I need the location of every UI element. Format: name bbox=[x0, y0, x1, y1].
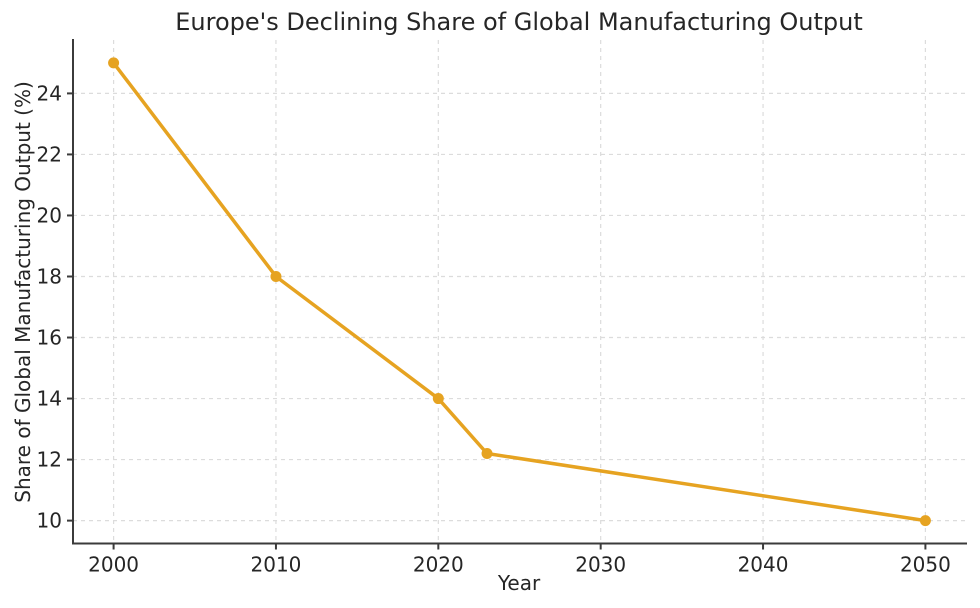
axes-spines bbox=[72, 39, 967, 545]
x-tick-labels: 2000 2010 2020 2030 2040 2050 bbox=[88, 553, 951, 577]
y-tick-label: 20 bbox=[37, 203, 62, 227]
data-series bbox=[108, 57, 931, 527]
data-point bbox=[270, 270, 282, 282]
y-tick-label: 22 bbox=[37, 142, 62, 166]
x-tick-label: 2050 bbox=[900, 553, 951, 577]
y-tick-label: 10 bbox=[37, 509, 62, 533]
y-axis-label: Share of Global Manufacturing Output (%) bbox=[11, 81, 35, 502]
data-point bbox=[432, 393, 444, 405]
x-tick-label: 2000 bbox=[88, 553, 139, 577]
y-tick-label: 12 bbox=[37, 448, 62, 472]
data-line bbox=[111, 61, 928, 523]
chart-title: Europe's Declining Share of Global Manuf… bbox=[175, 8, 862, 36]
x-tick-label: 2020 bbox=[413, 553, 464, 577]
data-point bbox=[108, 57, 120, 69]
y-tick-label: 18 bbox=[37, 264, 62, 288]
x-tick-label: 2030 bbox=[575, 553, 626, 577]
y-tick-label: 24 bbox=[37, 81, 62, 105]
x-tick-label: 2040 bbox=[738, 553, 789, 577]
x-axis-label: Year bbox=[497, 571, 541, 595]
data-point bbox=[919, 515, 931, 527]
gridlines bbox=[73, 40, 966, 544]
y-tick-label: 14 bbox=[37, 387, 62, 411]
data-point bbox=[481, 447, 493, 459]
y-tick-labels: 10 12 14 16 18 20 22 24 bbox=[37, 81, 62, 532]
x-tick-label: 2010 bbox=[251, 553, 302, 577]
axis-ticks bbox=[67, 92, 927, 550]
y-tick-label: 16 bbox=[37, 326, 62, 350]
